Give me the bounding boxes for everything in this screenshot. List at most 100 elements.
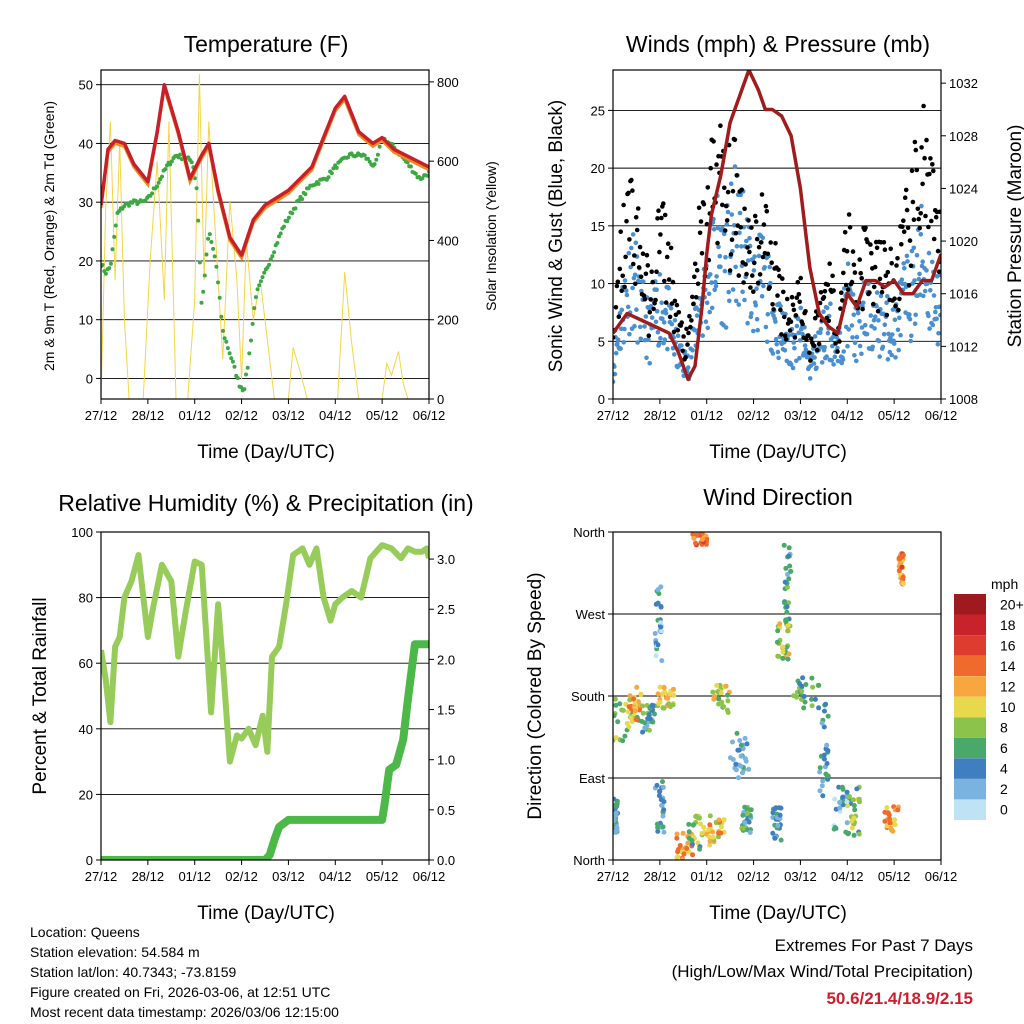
- gust-point: [803, 309, 808, 314]
- gust-point: [773, 241, 778, 246]
- gust-point: [730, 188, 736, 194]
- direction-point: [638, 691, 644, 697]
- dewpoint-point: [204, 252, 209, 257]
- gust-point: [842, 230, 848, 235]
- gust-point: [676, 310, 682, 315]
- gust-point: [912, 139, 918, 145]
- gust-point: [825, 282, 831, 288]
- gust-point: [631, 261, 636, 267]
- temperature-xtick-label: 06/12: [413, 408, 446, 423]
- sonic-wind-point: [644, 355, 649, 361]
- winds-xtick-label: 02/12: [737, 408, 770, 423]
- dewpoint-point: [192, 176, 197, 181]
- gust-point: [714, 162, 719, 167]
- dewpoint-point: [377, 144, 382, 149]
- direction-point: [640, 703, 646, 709]
- precip-line: [101, 640, 429, 860]
- dewpoint-point: [133, 198, 138, 203]
- colorbar-cell: [954, 778, 986, 800]
- sonic-wind-point: [913, 312, 918, 318]
- sonic-wind-point: [761, 283, 766, 289]
- direction-point: [748, 807, 754, 813]
- direction-point: [783, 565, 789, 571]
- direction-point: [819, 783, 825, 789]
- direction-point: [645, 716, 651, 721]
- direction-point: [784, 609, 790, 615]
- humidity-xtick-label: 04/12: [319, 869, 352, 884]
- gust-point: [753, 219, 759, 224]
- dewpoint-point: [209, 240, 214, 244]
- direction-point: [715, 834, 721, 840]
- sonic-wind-point: [712, 287, 717, 293]
- sonic-wind-point: [745, 320, 750, 326]
- humidity-ytick-label: 40: [79, 722, 93, 737]
- direction-point: [777, 812, 783, 818]
- winds-xlabel: Time (Day/UTC): [709, 442, 847, 463]
- direction-point: [706, 827, 712, 832]
- humidity-y2tick-label: 1.5: [437, 703, 455, 718]
- wind-direction-xtick-label: 04/12: [831, 869, 864, 884]
- gust-point: [883, 273, 889, 279]
- temperature-ylabel-right: Solar Insolation (Yellow): [483, 161, 499, 311]
- direction-point: [824, 761, 830, 766]
- direction-point: [780, 649, 786, 655]
- gust-point: [724, 218, 730, 223]
- sonic-wind-point: [840, 357, 846, 362]
- dewpoint-point: [296, 198, 301, 203]
- gust-point: [633, 281, 638, 287]
- sonic-wind-point: [912, 278, 917, 283]
- gust-point: [906, 283, 912, 288]
- gust-point: [800, 321, 805, 327]
- sonic-wind-point: [868, 313, 874, 318]
- direction-point: [786, 576, 792, 582]
- gust-point: [903, 187, 909, 193]
- direction-point: [840, 786, 846, 792]
- sonic-wind-point: [938, 312, 941, 318]
- sonic-wind-point: [751, 268, 757, 273]
- dewpoint-point: [230, 359, 235, 364]
- sonic-wind-point: [873, 314, 878, 320]
- winds-y2tick-label: 1032: [949, 76, 978, 91]
- direction-point: [900, 581, 906, 587]
- sonic-wind-point: [824, 354, 829, 359]
- dewpoint-point: [270, 254, 275, 259]
- gust-point: [901, 229, 907, 234]
- direction-point: [882, 818, 888, 824]
- dewpoint-point: [211, 246, 216, 251]
- dewpoint-point: [275, 241, 280, 245]
- sonic-wind-point: [888, 335, 893, 341]
- sonic-wind-point: [641, 279, 646, 285]
- direction-point: [721, 817, 727, 823]
- direction-point: [820, 778, 826, 784]
- sonic-wind-point: [832, 354, 838, 360]
- sonic-wind-point: [773, 319, 778, 324]
- direction-point: [613, 735, 619, 741]
- wind-direction-xtick-label: 03/12: [784, 869, 817, 884]
- direction-point: [844, 789, 850, 795]
- gust-point: [812, 343, 817, 349]
- direction-point: [699, 831, 705, 836]
- gust-point: [618, 229, 623, 234]
- sonic-wind-point: [895, 327, 901, 333]
- direction-point: [784, 604, 790, 610]
- colorbar-cell: [954, 594, 986, 615]
- colorbar-label: 10: [1000, 699, 1016, 715]
- dewpoint-point: [285, 219, 290, 224]
- gust-point: [884, 312, 890, 318]
- humidity-ytick-label: 80: [79, 591, 93, 606]
- direction-point: [685, 840, 691, 846]
- gust-point: [846, 212, 852, 217]
- gust-point: [689, 318, 694, 323]
- gust-point: [749, 225, 754, 230]
- direction-point: [786, 545, 792, 551]
- direction-point: [735, 747, 741, 753]
- dewpoint-point: [293, 206, 298, 211]
- gust-point: [931, 168, 936, 174]
- sonic-wind-point: [870, 344, 875, 350]
- extremes-values: 50.6/21.4/18.9/2.15: [826, 989, 973, 1008]
- gust-point: [637, 244, 643, 250]
- gust-point: [754, 236, 760, 242]
- sonic-wind-point: [852, 340, 858, 346]
- gust-point: [893, 303, 898, 309]
- gust-point: [728, 252, 734, 257]
